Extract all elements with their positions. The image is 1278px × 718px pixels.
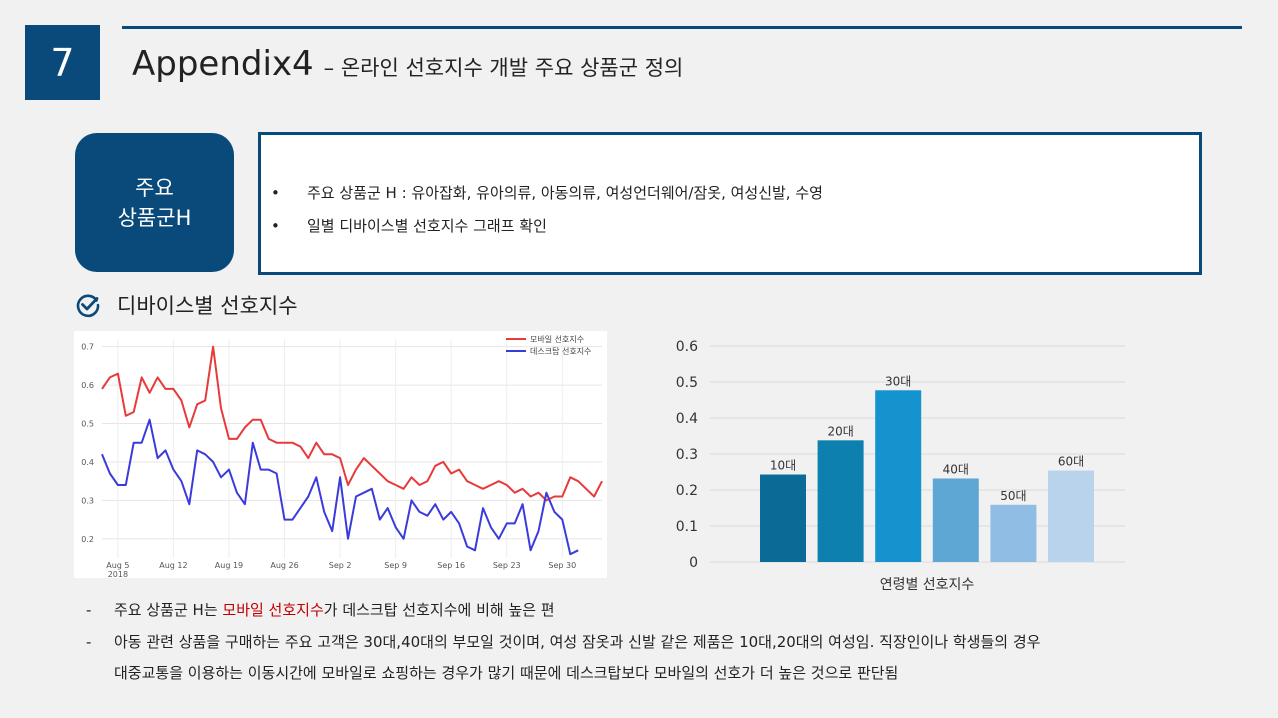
- x-tick-label: Sep 30: [548, 561, 576, 570]
- x-tick-label: Aug 26: [270, 561, 298, 570]
- summary-text: 아동 관련 상품을 구매하는 주요 고객은 30대,40대의 부모일 것이며, …: [114, 633, 1041, 651]
- note-item: • 일별 디바이스별 선호지수 그래프 확인: [271, 210, 823, 243]
- x-tick-label: Sep 2: [329, 561, 352, 570]
- product-group-badge: 주요 상품군H: [75, 133, 234, 272]
- summary-text-pre: 주요 상품군 H는: [114, 601, 223, 619]
- x-tick-label: Sep 23: [493, 561, 521, 570]
- bar-label: 60대: [1058, 455, 1084, 469]
- bar-label: 20대: [827, 424, 853, 438]
- summary-text-continued: 대중교통을 이용하는 이동시간에 모바일로 쇼핑하는 경우가 많기 때문에 데스…: [114, 664, 899, 682]
- y-tick-label: 0.2: [81, 535, 94, 544]
- note-item: • 주요 상품군 H : 유아잡화, 유아의류, 아동의류, 여성언더웨어/잠옷…: [271, 177, 823, 210]
- x-axis-label: 연령별 선호지수: [880, 577, 975, 593]
- x-tick-label: Aug 12: [159, 561, 187, 570]
- bar: [817, 440, 864, 562]
- product-group-line2: 상품군H: [117, 205, 192, 230]
- bar: [875, 390, 922, 562]
- y-tick-label: 0.4: [676, 411, 698, 427]
- y-tick-label: 0.7: [81, 343, 94, 352]
- summary-text-highlight: 모바일 선호지수: [222, 601, 324, 619]
- bar: [760, 474, 806, 562]
- y-tick-label: 0.4: [81, 458, 94, 467]
- y-tick-label: 0.3: [81, 496, 94, 505]
- summary-line: - 주요 상품군 H는 모바일 선호지수가 데스크탑 선호지수에 비해 높은 편: [86, 594, 1256, 626]
- note-text: 일별 디바이스별 선호지수 그래프 확인: [307, 217, 547, 235]
- page-title: Appendix4 – 온라인 선호지수 개발 주요 상품군 정의: [132, 44, 683, 94]
- check-circle-icon: [76, 294, 100, 318]
- x-tick-label: Aug 5: [106, 561, 129, 570]
- series-line: [101, 345, 603, 502]
- device-preference-line-chart: 0.2 0.3 0.4 0.5 0.6 0.7 Aug 5 2018 Aug 12 Aug 19 A…: [74, 331, 607, 579]
- bar: [1048, 470, 1094, 562]
- y-tick-label: 0.5: [676, 375, 698, 391]
- x-tick-sublabel: 2018: [108, 570, 128, 578]
- note-text: 주요 상품군 H : 유아잡화, 유아의류, 아동의류, 여성언더웨어/잠옷, …: [307, 184, 823, 202]
- bar-label: 40대: [943, 462, 969, 476]
- header-rule: [122, 26, 1242, 29]
- bullet-icon: •: [271, 217, 280, 235]
- bar-label: 30대: [885, 374, 911, 388]
- bar: [990, 504, 1037, 562]
- dash-bullet: -: [86, 633, 92, 651]
- series-line: [101, 418, 579, 556]
- x-tick-label: Sep 16: [437, 561, 465, 570]
- y-tick-label: 0.6: [81, 381, 94, 390]
- legend-label: 모바일 선호지수: [530, 334, 584, 344]
- section-number-badge: 7: [25, 25, 100, 100]
- y-tick-label: 0: [689, 555, 698, 571]
- bar: [932, 478, 979, 562]
- x-tick-label: Aug 19: [215, 561, 243, 570]
- summary-text-post: 가 데스크탑 선호지수에 비해 높은 편: [323, 601, 555, 619]
- legend-label: 데스크탑 선호지수: [530, 347, 591, 356]
- bar-label: 10대: [770, 459, 796, 473]
- notes-box: • 주요 상품군 H : 유아잡화, 유아의류, 아동의류, 여성언더웨어/잠옷…: [258, 132, 1202, 275]
- section-heading: 디바이스별 선호지수: [75, 290, 298, 320]
- summary-text: 주요 상품군 H는 모바일 선호지수가 데스크탑 선호지수에 비해 높은 편: [114, 594, 555, 626]
- section-title: 디바이스별 선호지수: [117, 294, 298, 318]
- notes-list: • 주요 상품군 H : 유아잡화, 유아의류, 아동의류, 여성언더웨어/잠옷…: [271, 177, 823, 243]
- dash-bullet: -: [86, 601, 92, 619]
- y-tick-label: 0.1: [676, 519, 698, 535]
- page-title-sub: – 온라인 선호지수 개발 주요 상품군 정의: [323, 56, 684, 80]
- summary-line: - 아동 관련 상품을 구매하는 주요 고객은 30대,40대의 부모일 것이며…: [86, 626, 1256, 658]
- y-tick-label: 0.3: [676, 447, 698, 463]
- product-group-line1: 주요: [135, 175, 174, 200]
- x-tick-label: Sep 9: [384, 561, 407, 570]
- y-tick-label: 0.5: [81, 420, 94, 429]
- bar-chart-svg: 0 0.1 0.2 0.3 0.4 0.5 0.6 10대 20대 30대 40대 50대 60대연령별…: [676, 339, 1125, 593]
- y-tick-label: 0.2: [676, 483, 698, 499]
- page-title-main: Appendix4: [132, 44, 314, 84]
- summary-notes: - 주요 상품군 H는 모바일 선호지수가 데스크탑 선호지수에 비해 높은 편…: [86, 594, 1256, 688]
- y-tick-label: 0.6: [676, 339, 698, 355]
- bullet-icon: •: [271, 184, 280, 202]
- section-number: 7: [50, 40, 75, 85]
- bar-label: 50대: [1000, 489, 1026, 503]
